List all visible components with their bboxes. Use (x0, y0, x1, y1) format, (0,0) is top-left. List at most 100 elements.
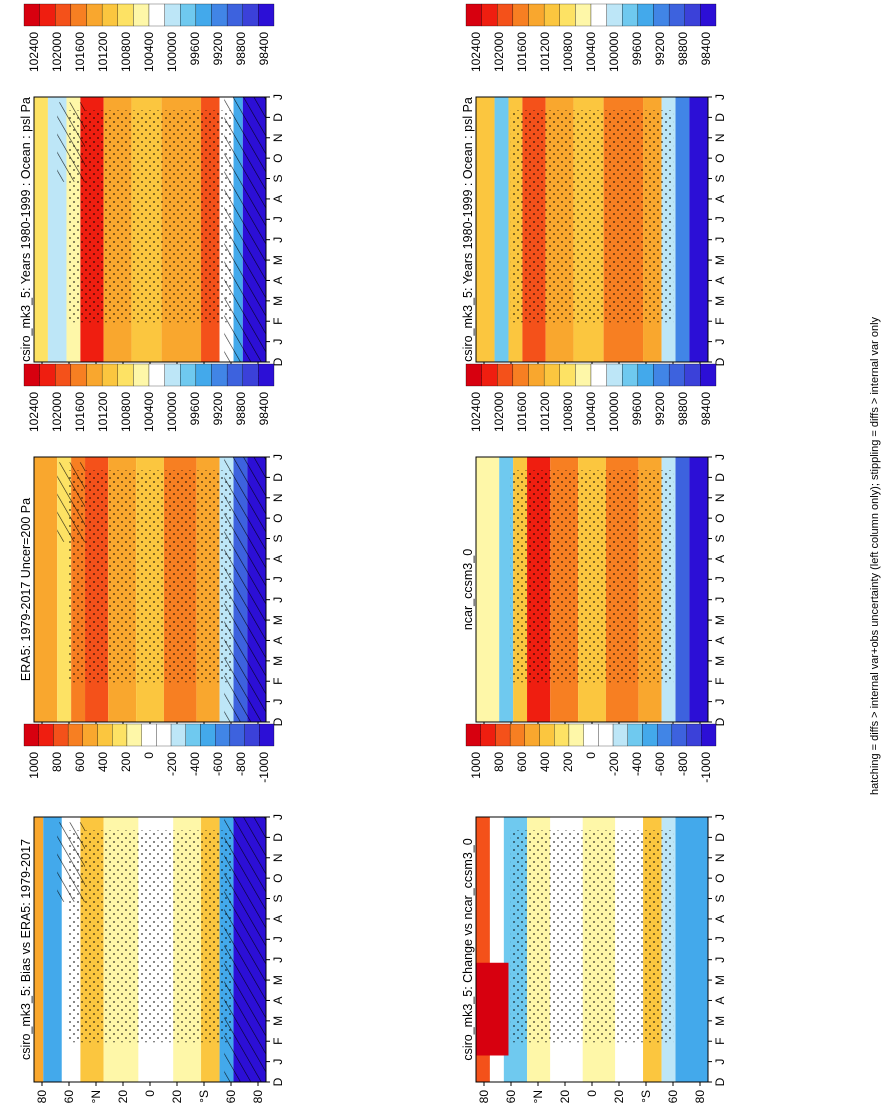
colorbar-tick-label: 99200 (211, 32, 225, 66)
colorbar-swatch (98, 724, 113, 746)
month-tick-label: J (713, 237, 727, 243)
colorbar-tick-label: 102000 (492, 32, 506, 72)
colorbar-swatch (497, 4, 513, 26)
colorbar-swatch (200, 724, 215, 746)
month-tick-label: A (271, 195, 285, 203)
month-tick-label: F (713, 318, 727, 325)
colorbar-tick-label: 100000 (607, 392, 621, 432)
heatmap-plot (476, 97, 708, 362)
month-tick-label: A (713, 996, 727, 1004)
month-tick-label: F (271, 1038, 285, 1045)
month-tick-label: F (271, 678, 285, 685)
colorbar-swatch (243, 364, 259, 386)
colorbar-swatch (118, 4, 134, 26)
month-tick-label: O (713, 153, 727, 162)
colorbar-tick-label: 200 (119, 752, 133, 772)
month-tick-label: O (271, 873, 285, 882)
colorbar-tick-label: 102400 (469, 392, 483, 432)
colorbar-swatch (575, 364, 591, 386)
month-tick-label: J (271, 936, 285, 942)
lat-tick-label: 60 (62, 1090, 76, 1104)
colorbar: 1000 800 600 400 200 0 -200 -400 -600 -800 -1000 (466, 724, 716, 783)
month-tick-label: D (713, 473, 727, 482)
month-tick-label: J (271, 597, 285, 603)
colorbar-swatch (628, 724, 643, 746)
chart-title: csiro_mk3_5: Years 1980-1999 : Ocean : p… (19, 97, 33, 362)
colorbar-swatch (149, 364, 165, 386)
colorbar-tick-label: 100000 (165, 32, 179, 72)
month-tick-label: J (713, 957, 727, 963)
colorbar-tick-label: 101600 (73, 392, 87, 432)
colorbar-swatch (186, 724, 201, 746)
colorbar-swatch (495, 724, 510, 746)
month-tick-label: D (713, 1077, 727, 1086)
colorbar-swatch (71, 4, 87, 26)
colorbar-swatch (529, 4, 545, 26)
colorbar-tick-label: 100800 (561, 392, 575, 432)
colorbar-swatch (700, 364, 716, 386)
colorbar-tick-label: 99600 (188, 392, 202, 426)
month-tick-label: F (713, 1038, 727, 1045)
stippling-overlay (511, 830, 673, 1042)
colorbar-swatch (87, 364, 103, 386)
colorbar-tick-label: 1000 (469, 752, 483, 779)
colorbar-swatch (613, 724, 628, 746)
month-tick-label: F (271, 318, 285, 325)
figure: 102400 102000 101600 101200 100800 100400 1000… (0, 0, 887, 1112)
chart-panel-3: 102400 102000 101600 101200 100800 100400 1000… (19, 364, 285, 743)
colorbar-tick-label: 101600 (515, 392, 529, 432)
month-tick-label: J (271, 94, 285, 100)
colorbar-tick-label: 101200 (96, 32, 110, 72)
colorbar-tick-label: 99600 (630, 32, 644, 66)
month-tick-label: J (271, 957, 285, 963)
month-tick-label: M (713, 255, 727, 265)
month-tick-label: D (713, 113, 727, 122)
colorbar-swatch (243, 4, 259, 26)
colorbar-swatch (672, 724, 687, 746)
colorbar-swatch (127, 724, 142, 746)
colorbar-swatch (510, 724, 525, 746)
month-tick-label: M (713, 656, 727, 666)
month-tick-label: A (271, 555, 285, 563)
colorbar-swatch (525, 724, 540, 746)
colorbar-swatch (513, 364, 529, 386)
colorbar-swatch (497, 364, 513, 386)
colorbar-swatch (165, 4, 181, 26)
colorbar-swatch (685, 364, 701, 386)
colorbar-tick-label: -1000 (257, 752, 271, 783)
lat-tick-label: 60 (666, 1090, 680, 1104)
month-tick-label: S (713, 175, 727, 183)
colorbar-swatch (591, 364, 607, 386)
month-tick-label: N (271, 133, 285, 142)
lat-tick-label: °S (197, 1090, 211, 1103)
chart-title: csiro_mk3_5: Change vs ncar_ccsm3_0 (461, 838, 475, 1060)
colorbar-swatch (83, 724, 98, 746)
lat-tick-label: 80 (477, 1090, 491, 1104)
colorbar-tick-label: 98800 (234, 32, 248, 66)
colorbar-tick-label: 101200 (538, 32, 552, 72)
colorbar-tick-label: 0 (142, 752, 156, 759)
month-tick-label: N (713, 493, 727, 502)
month-tick-label: O (271, 513, 285, 522)
month-tick-label: J (713, 94, 727, 100)
month-tick-label: J (271, 699, 285, 705)
month-tick-label: D (271, 113, 285, 122)
colorbar-swatch (598, 724, 613, 746)
month-tick-label: N (271, 493, 285, 502)
lat-tick-label: 0 (585, 1090, 599, 1097)
month-tick-label: A (713, 555, 727, 563)
colorbar-swatch (118, 364, 134, 386)
month-tick-label: D (713, 833, 727, 842)
lat-tick-label: °S (639, 1090, 653, 1103)
month-tick-label: A (271, 276, 285, 284)
heatmap-plot (476, 817, 708, 1082)
colorbar-swatch (102, 4, 118, 26)
colorbar-swatch (212, 4, 228, 26)
month-tick-label: J (271, 339, 285, 345)
colorbar-swatch (68, 724, 83, 746)
month-tick-label: M (713, 1016, 727, 1026)
colorbar-swatch (245, 724, 260, 746)
month-tick-label: A (271, 996, 285, 1004)
colorbar-tick-label: 99200 (653, 32, 667, 66)
month-tick-label: J (713, 597, 727, 603)
